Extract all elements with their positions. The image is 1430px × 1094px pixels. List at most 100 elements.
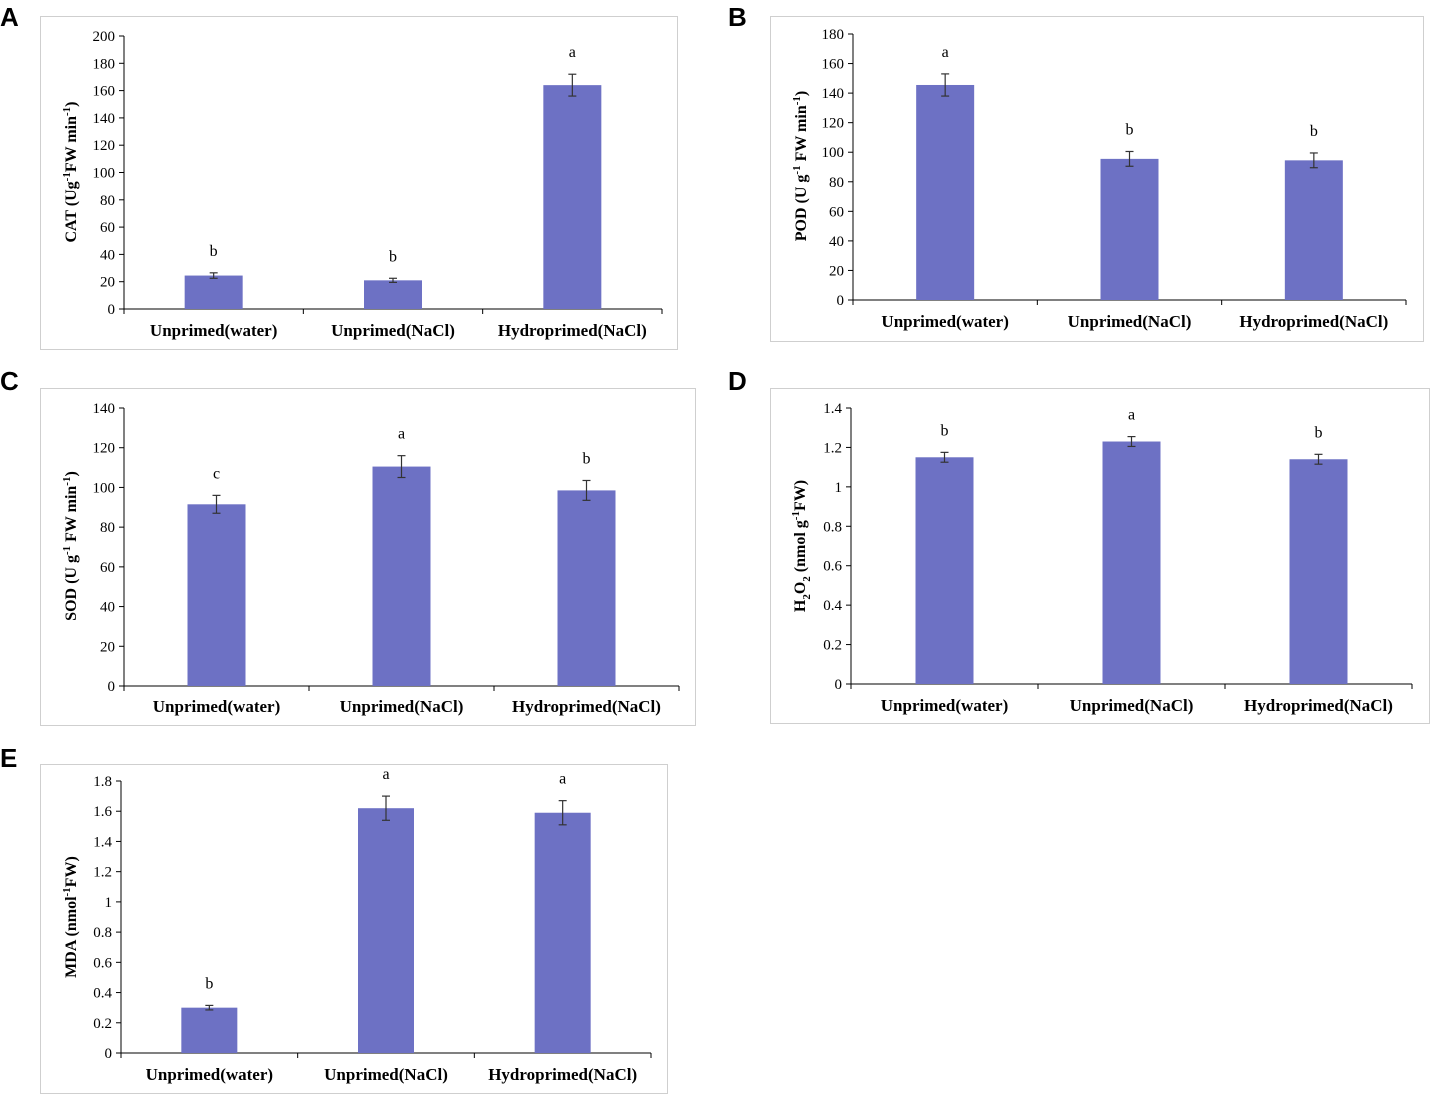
y-tick-label: 80 xyxy=(829,175,844,191)
y-tick-label: 0.6 xyxy=(93,955,112,971)
significance-letter: a xyxy=(382,766,389,783)
significance-letter: a xyxy=(1128,407,1135,424)
category-label: Unprimed(water) xyxy=(150,321,277,340)
significance-letter: b xyxy=(389,248,397,265)
bar xyxy=(557,490,616,686)
category-label: Hydroprimed(NaCl) xyxy=(512,697,661,716)
y-tick-label: 0.2 xyxy=(823,638,842,654)
significance-letter: b xyxy=(941,422,949,439)
bar xyxy=(181,1007,238,1053)
y-tick-label: 160 xyxy=(93,84,116,100)
y-tick-label: 0 xyxy=(837,293,845,309)
category-label: Unprimed(water) xyxy=(153,697,280,716)
y-tick-label: 20 xyxy=(100,275,115,291)
y-tick-label: 180 xyxy=(822,27,845,43)
bar xyxy=(372,466,431,686)
significance-letter: a xyxy=(559,771,566,788)
category-label: Unprimed(water) xyxy=(881,696,1008,715)
y-tick-label: 160 xyxy=(822,57,845,73)
y-tick-label: 1.6 xyxy=(93,804,112,820)
y-tick-label: 1.2 xyxy=(93,865,112,881)
y-tick-label: 0.2 xyxy=(93,1016,112,1032)
y-tick-label: 1.8 xyxy=(93,774,112,790)
bar xyxy=(187,504,246,686)
y-axis-label: CAT (Ug-1FW min-1) xyxy=(61,101,80,242)
y-tick-label: 1 xyxy=(105,895,113,911)
y-tick-label: 40 xyxy=(100,247,115,263)
y-tick-label: 140 xyxy=(93,401,116,417)
bar xyxy=(1289,459,1348,684)
panel-letter-e: E xyxy=(0,743,18,773)
y-tick-label: 140 xyxy=(822,86,845,102)
y-tick-label: 140 xyxy=(93,111,116,127)
significance-letter: c xyxy=(213,465,220,482)
significance-letter: a xyxy=(569,44,576,61)
y-tick-label: 1 xyxy=(835,480,843,496)
bar xyxy=(358,808,414,1053)
y-tick-label: 80 xyxy=(100,193,115,209)
panel-letter-d: D xyxy=(728,366,747,396)
bar xyxy=(1100,158,1159,300)
y-tick-label: 0 xyxy=(108,302,116,318)
y-tick-label: 1.4 xyxy=(93,834,112,850)
y-axis-label: SOD (U g-1 FW min-1) xyxy=(61,471,80,621)
y-tick-label: 0.4 xyxy=(93,986,112,1002)
y-tick-label: 180 xyxy=(93,56,116,72)
significance-letter: b xyxy=(1315,424,1323,441)
significance-letter: a xyxy=(398,426,405,443)
category-label: Hydroprimed(NaCl) xyxy=(1244,696,1393,715)
bar xyxy=(184,275,243,309)
bar xyxy=(543,85,602,309)
y-tick-label: 0.6 xyxy=(823,559,842,575)
y-tick-label: 60 xyxy=(829,204,844,220)
bar xyxy=(1102,441,1161,684)
y-tick-label: 100 xyxy=(822,145,845,161)
y-tick-label: 0 xyxy=(835,677,843,693)
y-tick-label: 0.8 xyxy=(93,925,112,941)
category-label: Unprimed(NaCl) xyxy=(1070,696,1194,715)
y-tick-label: 120 xyxy=(822,116,845,132)
category-label: Unprimed(NaCl) xyxy=(340,697,464,716)
panel-letter-c: C xyxy=(0,366,19,396)
bar xyxy=(534,812,591,1053)
y-axis-label: MDA (nmol-1FW) xyxy=(61,856,80,978)
significance-letter: b xyxy=(1310,123,1318,140)
category-label: Unprimed(NaCl) xyxy=(324,1065,448,1084)
y-tick-label: 0.8 xyxy=(823,519,842,535)
y-tick-label: 20 xyxy=(100,639,115,655)
significance-letter: b xyxy=(583,450,591,467)
y-axis-label: H2O2 (nmol g-1FW) xyxy=(790,480,813,612)
y-tick-label: 40 xyxy=(100,600,115,616)
y-tick-label: 100 xyxy=(93,480,116,496)
y-tick-label: 120 xyxy=(93,441,116,457)
bar xyxy=(915,457,974,684)
y-tick-label: 1.4 xyxy=(823,401,842,417)
significance-letter: b xyxy=(205,975,213,992)
y-axis-label: POD (U g-1 FW min-1) xyxy=(791,91,810,241)
category-label: Hydroprimed(NaCl) xyxy=(498,321,647,340)
significance-letter: b xyxy=(1126,121,1134,138)
bar xyxy=(1284,160,1343,300)
significance-letter: a xyxy=(942,44,949,61)
bar xyxy=(364,280,422,309)
category-label: Unprimed(NaCl) xyxy=(1068,312,1192,331)
y-tick-label: 20 xyxy=(829,263,844,279)
y-tick-label: 0 xyxy=(105,1046,113,1062)
panel-letter-a: A xyxy=(0,2,19,32)
y-tick-label: 80 xyxy=(100,520,115,536)
y-tick-label: 200 xyxy=(93,29,116,45)
y-tick-label: 40 xyxy=(829,234,844,250)
category-label: Unprimed(water) xyxy=(881,312,1008,331)
y-tick-label: 60 xyxy=(100,220,115,236)
y-tick-label: 100 xyxy=(93,166,116,182)
category-label: Unprimed(NaCl) xyxy=(331,321,455,340)
category-label: Hydroprimed(NaCl) xyxy=(1239,312,1388,331)
y-tick-label: 120 xyxy=(93,138,116,154)
panel-letter-b: B xyxy=(728,2,747,32)
bar xyxy=(916,84,975,300)
significance-letter: b xyxy=(210,243,218,260)
